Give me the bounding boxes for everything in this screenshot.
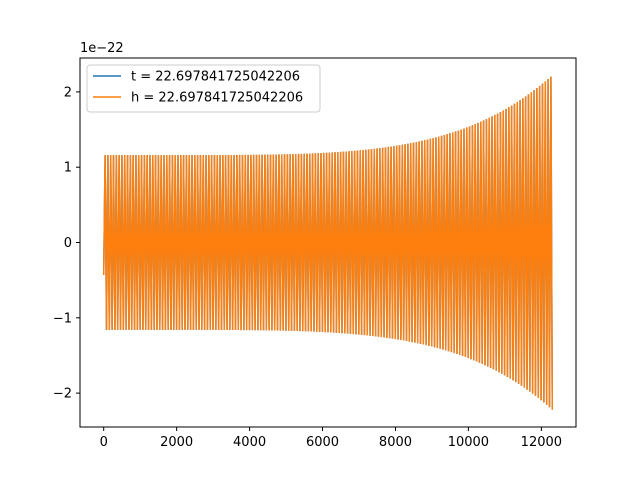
legend-box <box>86 64 321 113</box>
x-axis: 0 2000 4000 6000 8000 10000 12000 <box>100 427 562 450</box>
legend: t = 22.697841725042206 h = 22.6978417250… <box>86 64 321 113</box>
y-tick-label: 1 <box>64 161 72 176</box>
y-tick-label: −2 <box>53 387 72 402</box>
x-tick-label: 2000 <box>160 435 193 450</box>
series-layer <box>102 76 554 410</box>
y-tick-label: 0 <box>64 236 72 251</box>
x-tick-label: 4000 <box>233 435 266 450</box>
x-tick-label: 0 <box>100 435 108 450</box>
x-tick-label: 12000 <box>521 435 562 450</box>
legend-label-series-1: t = 22.697841725042206 <box>131 70 300 85</box>
y-axis: −2 −1 0 1 2 <box>53 85 80 402</box>
x-tick-label: 6000 <box>306 435 339 450</box>
series-line-2 <box>102 76 554 410</box>
legend-label-series-2: h = 22.697841725042206 <box>131 91 303 106</box>
y-offset-text: 1e−22 <box>80 41 124 56</box>
x-tick-label: 8000 <box>379 435 412 450</box>
x-tick-label: 10000 <box>448 435 489 450</box>
y-tick-label: 2 <box>64 85 72 100</box>
y-tick-label: −1 <box>53 311 72 326</box>
